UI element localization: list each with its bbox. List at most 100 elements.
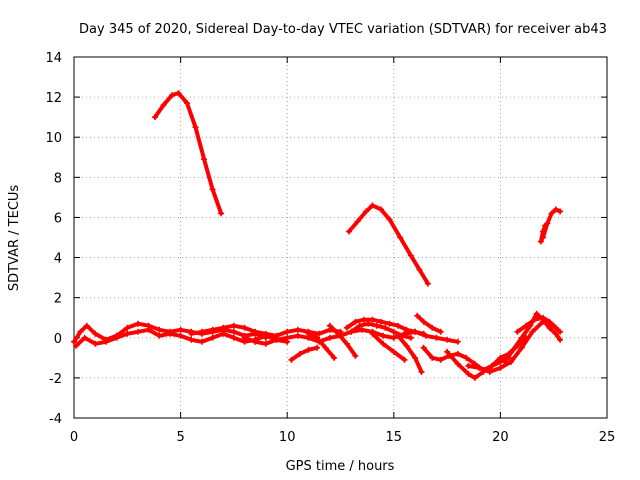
data-point xyxy=(124,330,131,337)
data-point xyxy=(463,354,470,361)
data-point xyxy=(241,334,248,341)
data-point xyxy=(348,328,355,335)
data-point xyxy=(363,208,370,215)
data-point xyxy=(395,322,402,329)
data-point xyxy=(437,356,444,363)
data-point xyxy=(252,328,259,335)
data-point xyxy=(124,324,131,331)
series-drop-e xyxy=(396,333,424,374)
data-point xyxy=(156,326,163,333)
data-point xyxy=(369,202,376,209)
data-point xyxy=(175,90,182,97)
data-point xyxy=(412,354,419,361)
data-point xyxy=(209,326,216,333)
data-point xyxy=(252,338,259,345)
data-point xyxy=(437,328,444,335)
data-point xyxy=(531,316,538,323)
data-point xyxy=(73,342,80,349)
data-point xyxy=(152,114,159,121)
data-point xyxy=(294,326,301,333)
data-point xyxy=(407,334,414,341)
x-tick-label: 15 xyxy=(386,430,403,445)
data-point xyxy=(262,330,269,337)
data-point xyxy=(230,322,237,329)
y-tick-label: 12 xyxy=(45,91,62,106)
data-point xyxy=(183,100,190,107)
data-point xyxy=(471,374,478,381)
data-point xyxy=(365,320,372,327)
series-drop-a xyxy=(289,345,319,362)
data-point xyxy=(241,324,248,331)
data-point xyxy=(177,332,184,339)
data-point xyxy=(380,340,387,347)
data-point xyxy=(77,328,84,335)
data-point xyxy=(540,228,547,235)
series-drop-d xyxy=(370,331,407,362)
series-band-5 xyxy=(344,317,426,336)
data-point xyxy=(352,352,359,359)
data-point xyxy=(454,338,461,345)
data-point xyxy=(552,324,559,331)
data-point xyxy=(557,208,564,215)
data-point xyxy=(522,322,529,329)
data-point xyxy=(230,328,237,335)
y-tick-label: 10 xyxy=(45,131,62,146)
data-point xyxy=(378,318,385,325)
data-point xyxy=(552,330,559,337)
data-point xyxy=(486,368,493,375)
data-point xyxy=(343,340,350,347)
y-axis-label: SDTVAR / TECUs xyxy=(7,185,22,292)
axis-ticks: 0 5 10 15 20 25 -4 -2 0 2 4 6 8 10 12 14 xyxy=(45,51,615,445)
series-drop-f xyxy=(415,313,443,334)
data-point xyxy=(188,336,195,343)
data-point xyxy=(546,318,553,325)
x-tick-label: 10 xyxy=(279,430,296,445)
data-point xyxy=(352,318,359,325)
data-point xyxy=(288,356,295,363)
data-point xyxy=(420,318,427,325)
y-tick-label: 14 xyxy=(45,51,62,66)
grid xyxy=(74,57,607,418)
data-point xyxy=(169,92,176,99)
data-point xyxy=(198,328,205,335)
data-point xyxy=(284,334,291,341)
data-point xyxy=(429,354,436,361)
data-point xyxy=(533,310,540,317)
data-point xyxy=(403,342,410,349)
data-point xyxy=(326,334,333,341)
y-tick-label: -4 xyxy=(49,412,62,427)
data-point xyxy=(518,334,525,341)
data-point xyxy=(81,334,88,341)
data-point xyxy=(314,334,321,341)
data-point xyxy=(529,328,536,335)
data-point xyxy=(92,340,99,347)
data-point xyxy=(305,330,312,337)
data-point xyxy=(331,354,338,361)
data-point xyxy=(354,218,361,225)
data-point xyxy=(369,330,376,337)
data-point xyxy=(262,340,269,347)
x-tick-label: 0 xyxy=(70,430,78,445)
data-point xyxy=(382,324,389,331)
data-point xyxy=(145,326,152,333)
data-point xyxy=(557,328,564,335)
data-point xyxy=(113,334,120,341)
data-point xyxy=(71,338,77,345)
data-point xyxy=(386,216,393,223)
data-point xyxy=(397,234,404,241)
data-point xyxy=(418,368,425,375)
x-tick-label: 25 xyxy=(599,430,616,445)
series-band-11 xyxy=(515,315,558,334)
y-tick-label: 2 xyxy=(54,292,62,307)
data-point xyxy=(326,322,333,329)
data-point xyxy=(335,330,342,337)
data-point xyxy=(356,322,363,329)
data-point xyxy=(369,316,376,323)
data-point xyxy=(134,328,141,335)
data-point xyxy=(420,344,427,351)
x-tick-label: 5 xyxy=(176,430,184,445)
series-drop-c xyxy=(327,323,358,358)
data-point xyxy=(284,328,291,335)
data-point xyxy=(102,338,109,345)
